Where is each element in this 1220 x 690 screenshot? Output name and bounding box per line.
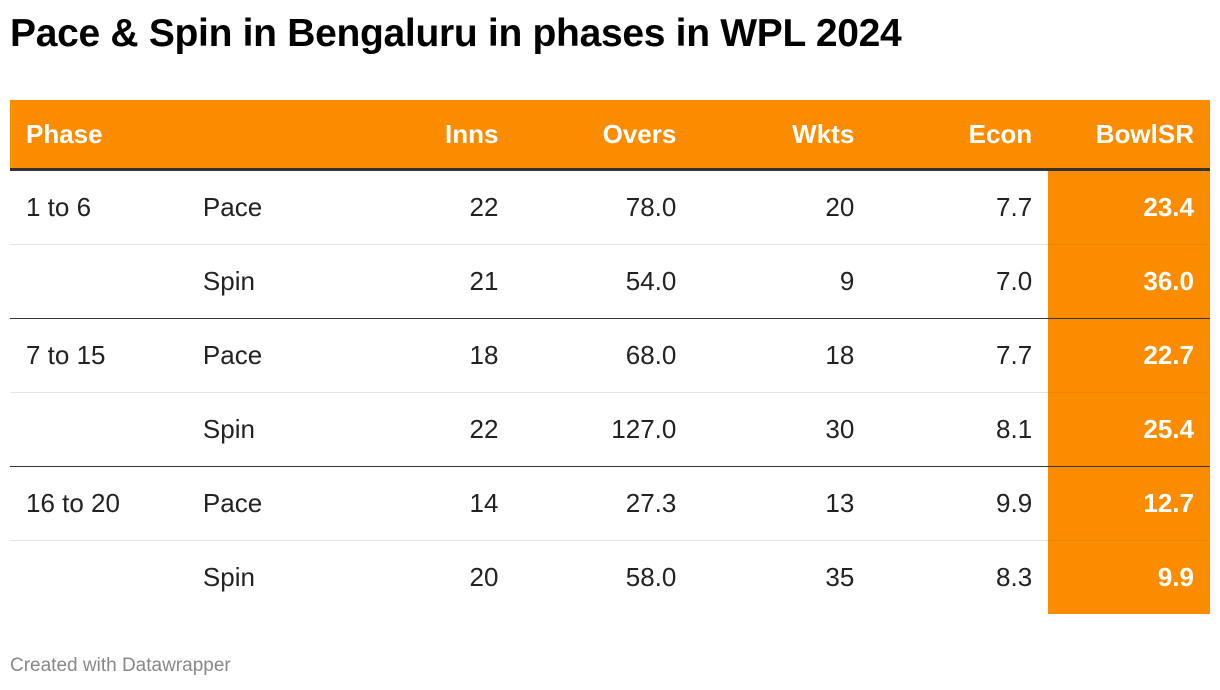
cell-bowlsr: 23.4 <box>1048 169 1210 245</box>
col-header-phase: Phase <box>10 100 187 171</box>
table-row: Spin 22 127.0 30 8.1 25.4 <box>10 392 1210 467</box>
col-header-wkts: Wkts <box>692 100 871 171</box>
cell-econ: 8.1 <box>870 392 1049 467</box>
col-header-inns: Inns <box>370 100 515 171</box>
cell-wkts: 13 <box>692 466 871 541</box>
cell-overs: 78.0 <box>514 169 693 245</box>
cell-econ: 8.3 <box>996 562 1033 592</box>
col-header-overs: Overs <box>514 100 693 171</box>
cell-bowlsr: 9.9 <box>1048 540 1210 614</box>
table-row: 1 to 6 Pace 22 78.0 20 7.7 23.4 <box>10 169 1210 245</box>
cell-type: Pace <box>186 466 371 541</box>
footer-credit: Created with Datawrapper <box>10 655 231 676</box>
cell-inns: 22 <box>370 392 515 467</box>
cell-phase: 16 to 20 <box>10 466 187 541</box>
table-header: Phase Inns Overs Wkts Econ BowlSR <box>10 100 1210 171</box>
cell-type: Spin <box>202 562 255 592</box>
cell-inns: 14 <box>370 466 515 541</box>
cell-inns: 21 <box>370 244 515 319</box>
col-header-type <box>186 100 371 171</box>
cell-overs: 58.0 <box>625 562 677 592</box>
cell-overs: 127.0 <box>514 392 693 467</box>
cell-econ: 7.7 <box>870 318 1049 393</box>
col-header-econ: Econ <box>870 100 1049 171</box>
cell-phase: 7 to 15 <box>10 318 187 393</box>
cell-inns: 20 <box>469 562 499 592</box>
cell-inns: 18 <box>370 318 515 393</box>
cell-overs: 54.0 <box>514 244 693 319</box>
table-row: Spin 20 58.0 35 8.3 9.9 <box>10 540 1210 615</box>
cell-overs: 27.3 <box>514 466 693 541</box>
cell-wkts: 35 <box>825 562 855 592</box>
cell-bowlsr: 22.7 <box>1048 318 1210 393</box>
cell-type: Pace <box>186 169 371 245</box>
data-table: Phase Inns Overs Wkts Econ BowlSR 1 to 6… <box>10 100 1210 614</box>
table-row: Spin 21 54.0 9 7.0 36.0 <box>10 244 1210 319</box>
cell-phase <box>10 244 187 319</box>
cell-econ: 9.9 <box>870 466 1049 541</box>
page-title: Pace & Spin in Bengaluru in phases in WP… <box>10 12 902 55</box>
cell-wkts: 20 <box>692 169 871 245</box>
table-row: 16 to 20 Pace 14 27.3 13 9.9 12.7 <box>10 466 1210 541</box>
cell-bowlsr: 25.4 <box>1048 392 1210 467</box>
cell-inns: 22 <box>370 169 515 245</box>
col-header-bowlsr: BowlSR <box>1048 100 1210 171</box>
cell-phase <box>10 541 187 615</box>
cell-type: Spin <box>186 392 371 467</box>
cell-phase: 1 to 6 <box>10 169 187 245</box>
cell-econ: 7.7 <box>870 169 1049 245</box>
cell-overs: 68.0 <box>514 318 693 393</box>
cell-econ: 7.0 <box>870 244 1049 319</box>
cell-type: Spin <box>186 244 371 319</box>
cell-wkts: 9 <box>692 244 871 319</box>
cell-type: Pace <box>186 318 371 393</box>
cell-wkts: 18 <box>692 318 871 393</box>
cell-wkts: 30 <box>692 392 871 467</box>
cell-phase <box>10 392 187 467</box>
table-row: 7 to 15 Pace 18 68.0 18 7.7 22.7 <box>10 318 1210 393</box>
cell-bowlsr: 36.0 <box>1048 244 1210 319</box>
cell-bowlsr: 12.7 <box>1048 466 1210 541</box>
